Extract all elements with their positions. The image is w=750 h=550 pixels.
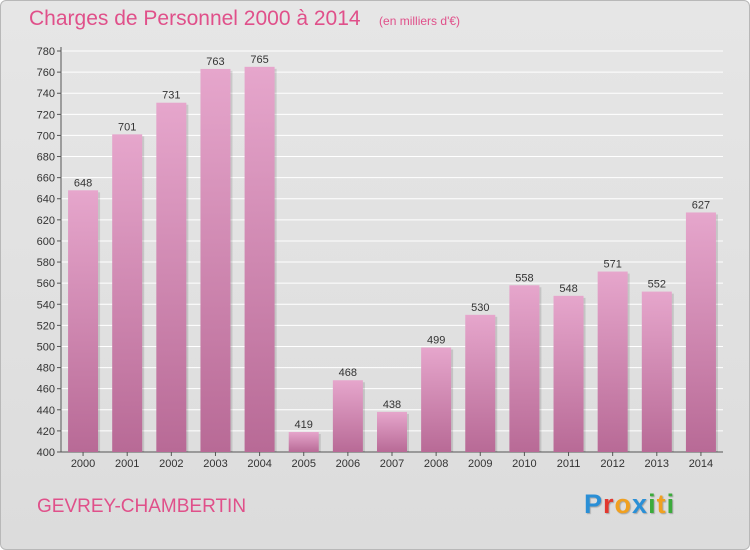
data-label: 731	[162, 90, 180, 102]
bar	[332, 380, 363, 452]
data-label: 765	[250, 54, 268, 66]
data-label: 530	[471, 302, 489, 314]
data-label: 419	[295, 419, 313, 431]
x-tick-label: 2007	[380, 458, 404, 470]
bar	[376, 411, 408, 452]
place-name: GEVREY-CHAMBERTIN	[37, 496, 247, 517]
bar	[112, 134, 143, 452]
data-label: 571	[603, 259, 621, 271]
bars	[68, 66, 718, 453]
logo-letter: P	[584, 489, 604, 519]
y-tick-label: 760	[37, 67, 55, 79]
y-tick-label: 400	[37, 447, 55, 459]
bar	[200, 68, 231, 452]
data-label: 468	[339, 367, 357, 379]
labels: 400 420 440 460 480 500 520 540 560 580 600 620 640 6…	[37, 46, 714, 470]
x-tick-label: 2009	[468, 458, 492, 470]
bar	[288, 431, 319, 452]
x-tick-label: 2005	[291, 458, 315, 470]
y-tick-label: 780	[37, 46, 55, 58]
y-tick-label: 740	[37, 88, 55, 100]
proxiti-logo: Proxiti	[584, 489, 675, 520]
data-label: 499	[427, 335, 445, 347]
x-tick-label: 2010	[512, 458, 536, 470]
data-label: 548	[559, 283, 577, 295]
logo-letter: x	[632, 489, 649, 519]
bar	[421, 347, 452, 452]
data-label: 701	[118, 121, 136, 133]
logo-letter: r	[603, 489, 615, 519]
bar	[509, 285, 540, 452]
bar	[597, 271, 628, 452]
x-tick-label: 2014	[689, 458, 713, 470]
y-tick-label: 460	[37, 384, 55, 396]
bar	[156, 102, 187, 453]
bar	[553, 295, 584, 452]
x-tick-label: 2008	[424, 458, 448, 470]
chart-title: Charges de Personnel 2000 à 2014	[29, 7, 361, 30]
y-tick-label: 680	[37, 152, 55, 164]
y-tick-label: 480	[37, 363, 55, 375]
bar	[685, 212, 716, 452]
bar	[244, 66, 275, 452]
x-tick-label: 2011	[557, 458, 581, 470]
y-tick-label: 500	[37, 341, 55, 353]
y-tick-label: 640	[37, 194, 55, 206]
title-row: Charges de Personnel 2000 à 2014 (en mil…	[29, 7, 460, 35]
y-tick-label: 560	[37, 278, 55, 290]
y-tick-label: 700	[37, 130, 55, 142]
x-tick-label: 2004	[247, 458, 271, 470]
y-tick-label: 420	[37, 426, 55, 438]
data-label: 552	[648, 279, 666, 291]
logo-letter: o	[614, 489, 633, 519]
logo-letter: t	[656, 489, 667, 519]
y-tick-label: 620	[37, 215, 55, 227]
logo-letter: i	[666, 489, 676, 519]
y-tick-label: 520	[37, 320, 55, 332]
data-label: 648	[74, 177, 92, 189]
x-tick-label: 2002	[159, 458, 183, 470]
data-label: 763	[206, 56, 224, 68]
y-tick-label: 720	[37, 109, 55, 121]
x-tick-label: 2003	[203, 458, 227, 470]
data-label: 438	[383, 399, 401, 411]
y-tick-label: 440	[37, 405, 55, 417]
logo-letter: i	[648, 489, 657, 519]
x-tick-label: 2013	[645, 458, 669, 470]
bar	[641, 291, 672, 452]
x-tick-label: 2001	[115, 458, 139, 470]
y-tick-label: 660	[37, 173, 55, 185]
data-label: 558	[515, 272, 533, 284]
bar	[68, 190, 99, 452]
x-tick-label: 2000	[71, 458, 95, 470]
y-tick-label: 600	[37, 236, 55, 248]
x-tick-label: 2012	[600, 458, 624, 470]
bar	[465, 314, 496, 452]
y-tick-label: 580	[37, 257, 55, 269]
x-tick-label: 2006	[336, 458, 360, 470]
y-tick-label: 540	[37, 299, 55, 311]
chart-subtitle: (en milliers d'€)	[379, 14, 461, 28]
data-label: 627	[692, 199, 710, 211]
